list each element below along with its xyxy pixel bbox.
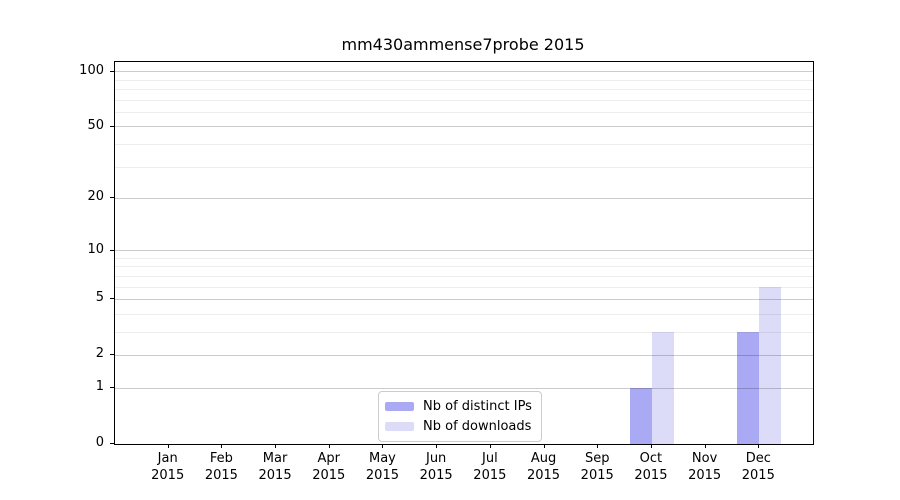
x-tick-mark [221,444,223,448]
legend: Nb of distinct IPs Nb of downloads [378,391,542,442]
y-tick-label: 10 [87,241,104,257]
x-tick-label: Nov 2015 [673,450,737,484]
y-tick-mark [110,125,114,127]
y-tick-label: 0 [95,435,104,450]
x-tick-month: Jun [425,451,447,466]
minor-gridline [115,313,813,315]
y-tick-mark [110,298,114,300]
x-tick-label: Aug 2015 [512,450,576,484]
x-tick-month: Sep [584,451,610,466]
bar-distinct-ips [737,332,760,444]
x-tick-year: 2015 [741,468,775,483]
major-gridline [115,71,813,73]
x-tick-mark [328,444,330,448]
x-tick-label: Feb 2015 [189,450,253,484]
x-tick-month: Feb [209,451,233,466]
x-tick-mark [275,444,277,448]
minor-gridline [115,275,813,277]
x-tick-month: May [369,451,396,466]
y-tick-label: 20 [87,189,104,205]
x-tick-label: Dec 2015 [726,450,790,484]
x-tick-year: 2015 [151,468,185,483]
y-tick-mark [110,387,114,389]
x-tick-year: 2015 [365,468,399,483]
y-tick-label: 1 [95,379,104,395]
y-tick-mark [110,197,114,199]
major-gridline [115,387,813,389]
minor-gridline [115,257,813,259]
y-tick-mark [110,249,114,251]
minor-gridline [115,286,813,288]
x-tick-year: 2015 [419,468,453,483]
x-tick-mark [704,444,706,448]
bar-downloads [651,332,674,444]
legend-swatch-distinct-ips [385,402,414,411]
bar-distinct-ips [629,388,652,444]
x-tick-month: Nov [691,451,718,466]
x-tick-year: 2015 [258,468,292,483]
y-tick-mark [110,70,114,72]
x-tick-label: Oct 2015 [619,450,683,484]
x-tick-year: 2015 [312,468,346,483]
plot-area [114,61,814,445]
minor-gridline [115,166,813,168]
legend-item-downloads: Nb of downloads [385,419,532,434]
x-tick-label: Jan 2015 [136,450,200,484]
chart-title: mm430ammense7probe 2015 [341,35,585,54]
y-tick-label: 50 [87,117,104,133]
x-tick-month: Jan [157,451,178,466]
legend-swatch-downloads [385,422,414,431]
x-tick-mark [489,444,491,448]
x-tick-year: 2015 [634,468,668,483]
legend-item-distinct-ips: Nb of distinct IPs [385,399,532,414]
x-tick-year: 2015 [580,468,614,483]
x-tick-label: Jul 2015 [458,450,522,484]
x-tick-year: 2015 [473,468,507,483]
x-tick-mark [436,444,438,448]
major-gridline [115,354,813,356]
minor-gridline [115,89,813,91]
legend-label-distinct-ips: Nb of distinct IPs [423,399,532,414]
x-tick-label: Sep 2015 [565,450,629,484]
x-tick-label: Apr 2015 [297,450,361,484]
legend-label-downloads: Nb of downloads [423,419,532,434]
x-tick-month: Apr [317,451,341,466]
x-tick-label: Jun 2015 [404,450,468,484]
y-tick-label: 5 [95,290,104,306]
x-tick-mark [167,444,169,448]
x-tick-month: Jul [482,451,498,466]
minor-gridline [115,143,813,145]
major-gridline [115,298,813,300]
x-tick-month: Aug [530,451,557,466]
gridlines-layer [115,62,813,444]
x-tick-month: Mar [262,451,288,466]
x-tick-mark [650,444,652,448]
x-tick-month: Dec [745,451,771,466]
x-tick-mark [758,444,760,448]
minor-gridline [115,111,813,113]
x-tick-mark [382,444,384,448]
minor-gridline [115,331,813,333]
x-tick-year: 2015 [526,468,561,483]
major-gridline [115,250,813,252]
bar-downloads [759,287,782,444]
x-tick-month: Oct [639,451,663,466]
minor-gridline [115,99,813,101]
x-tick-year: 2015 [204,468,238,483]
bars-layer [115,62,813,444]
y-tick-mark [110,443,114,444]
x-tick-year: 2015 [688,468,722,483]
x-tick-label: Mar 2015 [243,450,307,484]
y-tick-label: 100 [79,62,104,78]
major-gridline [115,126,813,128]
minor-gridline [115,266,813,268]
minor-gridline [115,79,813,81]
y-tick-label: 2 [95,346,104,362]
x-tick-mark [597,444,599,448]
y-tick-mark [110,354,114,356]
x-tick-label: May 2015 [350,450,414,484]
major-gridline [115,197,813,199]
x-tick-mark [543,444,545,448]
